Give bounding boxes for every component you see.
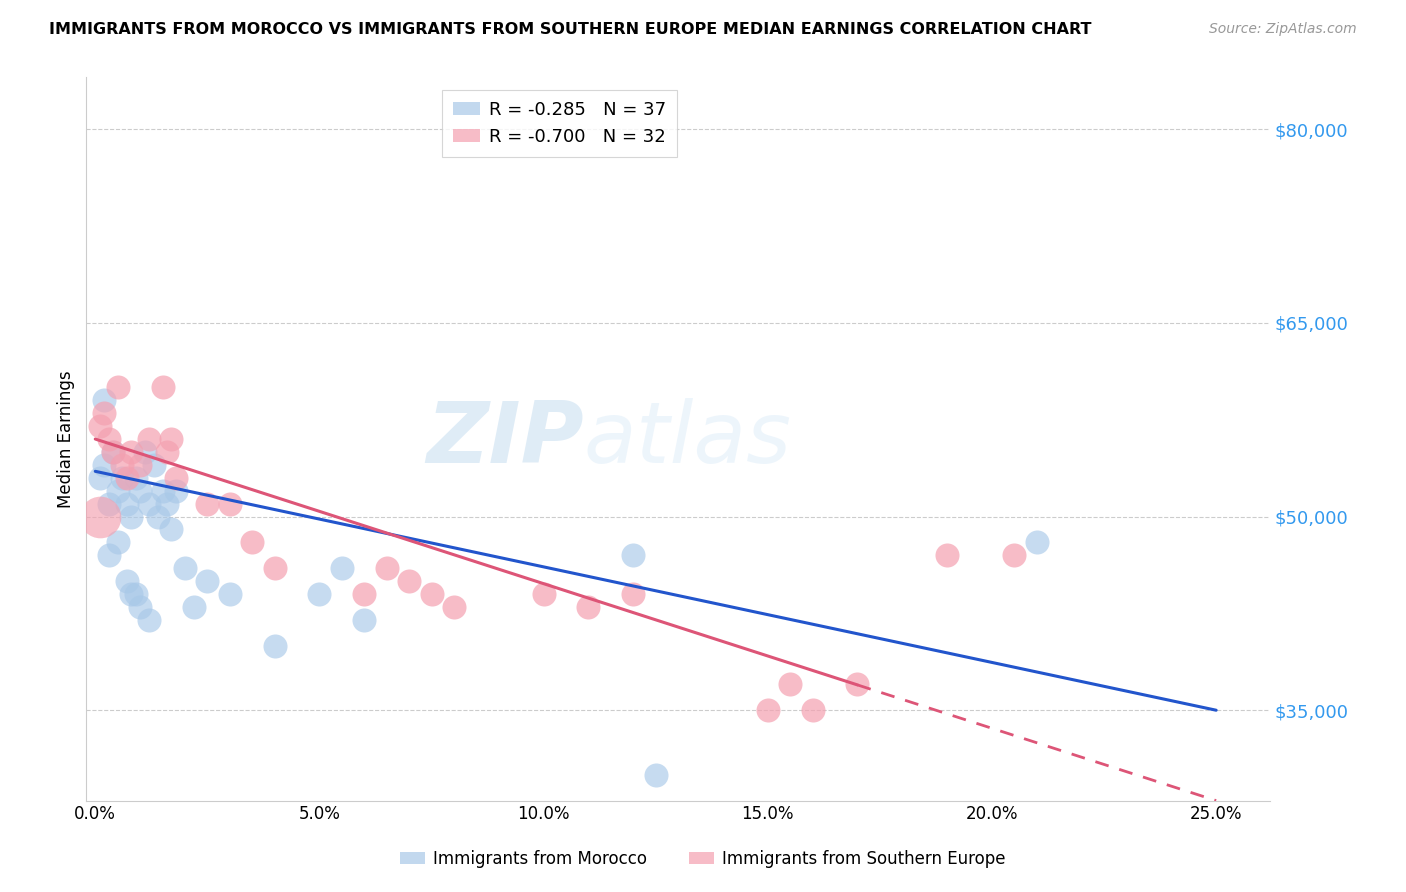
Point: [146, 509, 169, 524]
Point: [353, 587, 375, 601]
Point: [195, 497, 218, 511]
Point: [124, 471, 146, 485]
Point: [97, 548, 120, 562]
Point: [124, 587, 146, 601]
Point: [621, 587, 644, 601]
Point: [120, 587, 142, 601]
Point: [218, 587, 240, 601]
Point: [308, 587, 330, 601]
Point: [218, 497, 240, 511]
Point: [1025, 535, 1047, 549]
Point: [97, 497, 120, 511]
Point: [263, 561, 285, 575]
Point: [330, 561, 353, 575]
Point: [779, 677, 801, 691]
Legend: Immigrants from Morocco, Immigrants from Southern Europe: Immigrants from Morocco, Immigrants from…: [394, 844, 1012, 875]
Point: [89, 509, 111, 524]
Point: [103, 445, 125, 459]
Text: IMMIGRANTS FROM MOROCCO VS IMMIGRANTS FROM SOUTHERN EUROPE MEDIAN EARNINGS CORRE: IMMIGRANTS FROM MOROCCO VS IMMIGRANTS FR…: [49, 22, 1091, 37]
Point: [107, 483, 129, 498]
Point: [936, 548, 959, 562]
Point: [115, 574, 138, 588]
Text: Source: ZipAtlas.com: Source: ZipAtlas.com: [1209, 22, 1357, 37]
Point: [97, 432, 120, 446]
Point: [89, 471, 111, 485]
Point: [160, 523, 183, 537]
Point: [156, 497, 179, 511]
Point: [174, 561, 197, 575]
Point: [138, 613, 160, 627]
Point: [103, 445, 125, 459]
Y-axis label: Median Earnings: Median Earnings: [58, 370, 75, 508]
Point: [195, 574, 218, 588]
Point: [644, 768, 666, 782]
Point: [129, 599, 152, 614]
Point: [107, 535, 129, 549]
Point: [353, 613, 375, 627]
Point: [129, 458, 152, 472]
Point: [120, 445, 142, 459]
Point: [375, 561, 398, 575]
Point: [138, 432, 160, 446]
Point: [93, 393, 115, 408]
Point: [1002, 548, 1025, 562]
Point: [115, 471, 138, 485]
Point: [156, 445, 179, 459]
Point: [115, 497, 138, 511]
Point: [398, 574, 420, 588]
Point: [443, 599, 465, 614]
Text: ZIP: ZIP: [426, 398, 583, 481]
Point: [142, 458, 165, 472]
Text: atlas: atlas: [583, 398, 792, 481]
Point: [152, 483, 174, 498]
Point: [120, 509, 142, 524]
Point: [165, 471, 187, 485]
Point: [93, 406, 115, 420]
Point: [111, 471, 134, 485]
Legend: R = -0.285   N = 37, R = -0.700   N = 32: R = -0.285 N = 37, R = -0.700 N = 32: [443, 90, 678, 157]
Point: [846, 677, 869, 691]
Point: [801, 703, 824, 717]
Point: [107, 380, 129, 394]
Point: [263, 639, 285, 653]
Point: [533, 587, 555, 601]
Point: [420, 587, 443, 601]
Point: [183, 599, 205, 614]
Point: [578, 599, 600, 614]
Point: [621, 548, 644, 562]
Point: [89, 419, 111, 434]
Point: [240, 535, 263, 549]
Point: [165, 483, 187, 498]
Point: [756, 703, 779, 717]
Point: [152, 380, 174, 394]
Point: [129, 483, 152, 498]
Point: [93, 458, 115, 472]
Point: [111, 458, 134, 472]
Point: [160, 432, 183, 446]
Point: [138, 497, 160, 511]
Point: [134, 445, 156, 459]
